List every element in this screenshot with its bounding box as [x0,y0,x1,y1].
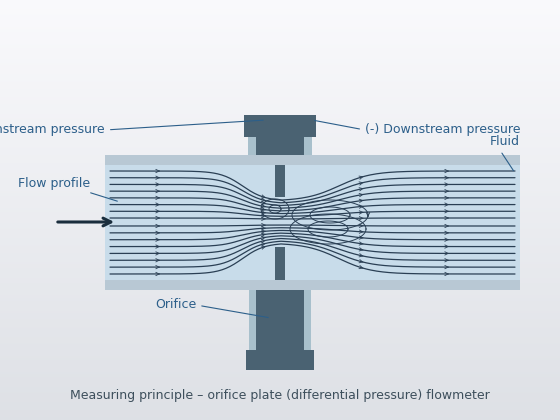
Bar [304,290,311,350]
Bar [248,137,256,155]
Bar [105,165,520,280]
Bar [304,137,312,155]
Bar [105,155,520,290]
Text: Orifice: Orifice [155,299,268,318]
Text: Flow profile: Flow profile [18,176,90,189]
Bar [249,290,256,350]
Text: (-) Downstream pressure: (-) Downstream pressure [315,121,520,136]
Bar [275,247,285,280]
Text: Measuring principle – orifice plate (differential pressure) flowmeter: Measuring principle – orifice plate (dif… [70,388,490,402]
Bar [246,350,314,370]
Text: Fluid: Fluid [490,135,520,171]
Bar [244,115,316,137]
Bar [275,165,285,197]
Text: (+) Downstream pressure: (+) Downstream pressure [0,120,263,136]
Bar [256,290,304,370]
Bar [256,115,304,155]
